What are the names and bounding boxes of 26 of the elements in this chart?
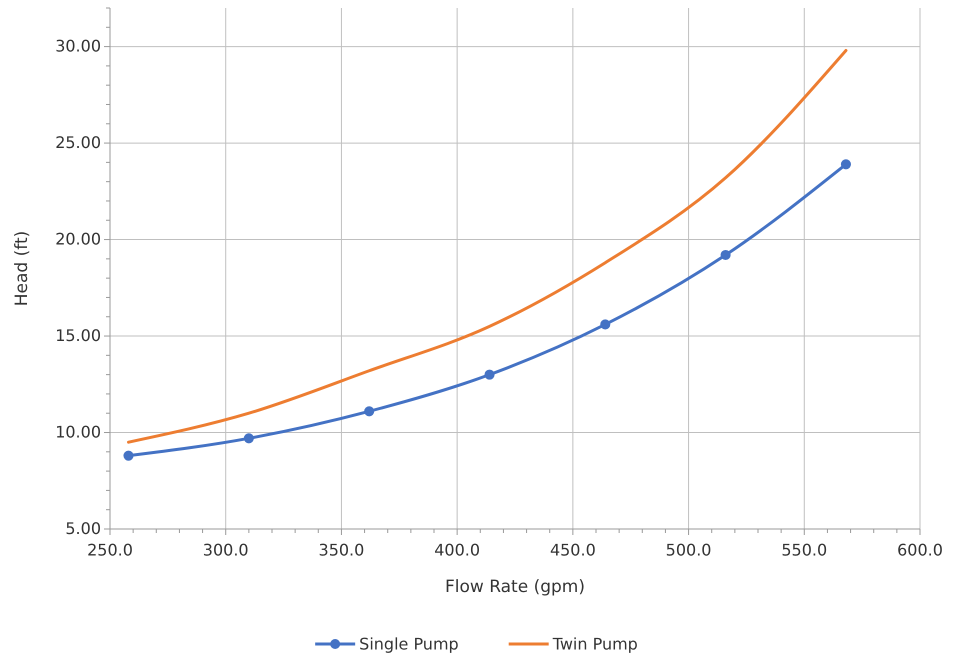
legend-label: Twin Pump bbox=[552, 634, 638, 654]
x-tick-label: 400.0 bbox=[434, 540, 480, 560]
y-tick-label: 5.00 bbox=[65, 519, 101, 538]
point bbox=[840, 159, 851, 170]
x-tick-label: 250.0 bbox=[87, 540, 133, 560]
legend-label: Single Pump bbox=[359, 634, 459, 654]
point bbox=[364, 406, 374, 416]
point bbox=[123, 450, 134, 461]
y-tick-label: 15.00 bbox=[55, 326, 101, 346]
x-tick-label: 550.0 bbox=[781, 540, 828, 560]
point bbox=[720, 250, 731, 260]
point bbox=[484, 370, 495, 380]
line-series bbox=[127, 48, 848, 444]
y-tick-label: 10.00 bbox=[55, 422, 101, 442]
point bbox=[244, 433, 254, 444]
x-axis-title: Flow Rate (gpm) bbox=[444, 577, 586, 597]
x-tick-label: 500.0 bbox=[666, 540, 712, 560]
y-axis-title: Head (ft) bbox=[12, 230, 32, 306]
point bbox=[600, 319, 610, 330]
y-tick-label: 25.00 bbox=[55, 133, 101, 152]
y-tick-label: 30.00 bbox=[55, 36, 101, 56]
x-tick-label: 350.0 bbox=[318, 540, 364, 560]
y-tick-label: 20.00 bbox=[55, 230, 101, 249]
x-tick-label: 450.0 bbox=[550, 540, 596, 560]
x-tick-label: 600.0 bbox=[897, 540, 943, 560]
x-tick-label: 300.0 bbox=[202, 540, 249, 560]
